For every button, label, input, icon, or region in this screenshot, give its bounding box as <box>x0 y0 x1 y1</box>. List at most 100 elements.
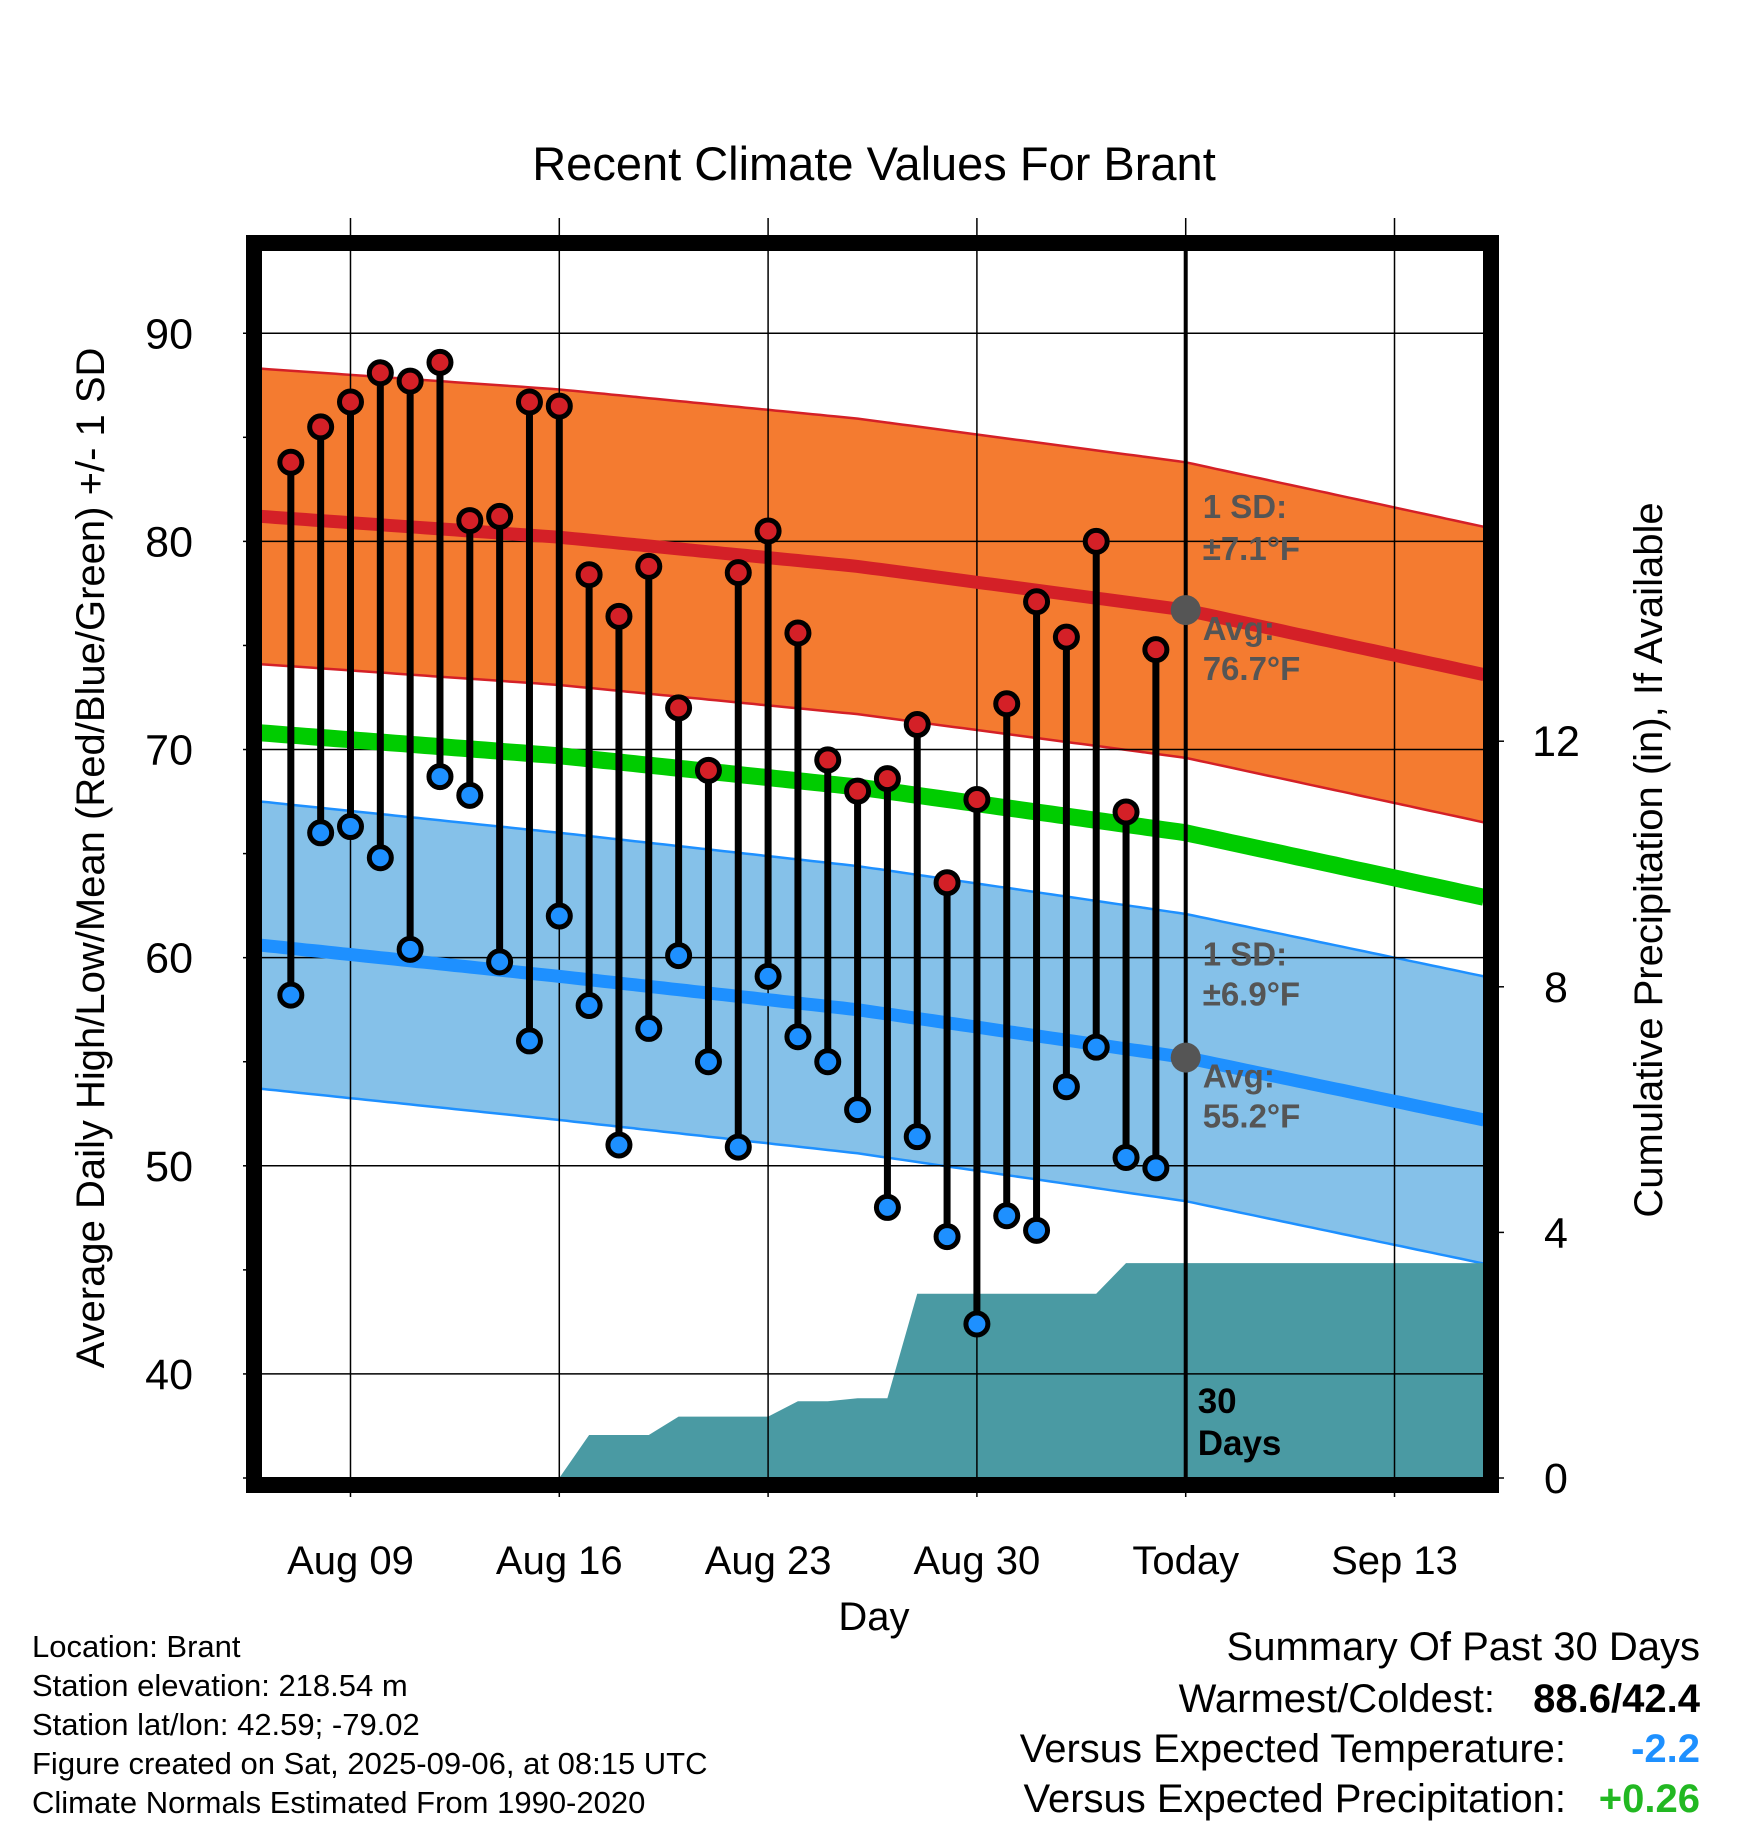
footer-latlon: Station lat/lon: 42.59; -79.02 <box>32 1707 420 1742</box>
low-avg-value: 55.2°F <box>1203 1098 1301 1135</box>
daily-high-point <box>903 711 931 739</box>
high-band-upper-edge <box>260 367 1485 529</box>
daily-high-point <box>486 502 514 530</box>
y2-tick-label: 4 <box>1544 1209 1568 1257</box>
low-average-line <box>260 938 1486 1127</box>
y-tick-label: 40 <box>145 1351 193 1399</box>
daily-low-point <box>456 781 484 809</box>
daily-high-point <box>1082 527 1110 555</box>
daily-low-point <box>486 948 514 976</box>
plot-frame <box>246 235 1499 1493</box>
y-tick-label: 60 <box>145 935 193 983</box>
y-tick-label: 80 <box>145 518 193 566</box>
x-axis-label: Day <box>838 1595 909 1639</box>
daily-low-point <box>515 1027 543 1055</box>
daily-low-point <box>814 1048 842 1076</box>
low-band-lower-edge <box>260 1087 1485 1265</box>
daily-low-point <box>844 1096 872 1124</box>
high-sd-label: 1 SD: <box>1203 488 1287 525</box>
daily-high-point <box>724 559 752 587</box>
footer-location: Location: Brant <box>32 1629 241 1664</box>
high-normal-today-marker <box>1170 595 1201 626</box>
summary-coldest-value: 42.4 <box>1622 1677 1701 1721</box>
daily-high-point <box>366 359 394 387</box>
daily-high-point <box>993 690 1021 718</box>
x-tick-label: Aug 09 <box>287 1539 414 1583</box>
daily-low-point <box>1082 1033 1110 1061</box>
daily-high-point <box>456 507 484 535</box>
daily-high-point <box>694 756 722 784</box>
daily-low-point <box>873 1193 901 1221</box>
summary-title: Summary Of Past 30 Days <box>1227 1625 1700 1669</box>
chart-title: Recent Climate Values For Brant <box>532 137 1216 190</box>
daily-low-point <box>903 1123 931 1151</box>
low-band-upper-edge <box>260 800 1485 978</box>
daily-low-point <box>754 962 782 990</box>
summary-precip-value: +0.26 <box>1599 1777 1700 1821</box>
daily-high-point <box>665 694 693 722</box>
low-normal-today-marker <box>1170 1042 1201 1073</box>
y2-tick-label: 12 <box>1532 718 1580 766</box>
y-tick-label: 90 <box>145 310 193 358</box>
footer-created: Figure created on Sat, 2025-09-06, at 08… <box>32 1746 708 1781</box>
daily-high-point <box>426 348 454 376</box>
footer-elevation: Station elevation: 218.54 m <box>32 1668 408 1703</box>
mean-average-line <box>260 724 1486 906</box>
daily-high-point <box>933 869 961 897</box>
daily-low-point <box>784 1023 812 1051</box>
summary-precip-label: Versus Expected Precipitation: <box>1023 1777 1566 1821</box>
daily-high-point <box>784 619 812 647</box>
x-tick-label: Today <box>1132 1539 1239 1583</box>
high-sd-value: ±7.1°F <box>1203 530 1300 567</box>
daily-high-point <box>545 392 573 420</box>
y2-tick-label: 8 <box>1544 964 1568 1012</box>
station-info: Location: Brant Station elevation: 218.5… <box>32 1629 708 1820</box>
low-avg-label: Avg: <box>1203 1058 1275 1095</box>
daily-low-point <box>1023 1216 1051 1244</box>
y-tick-label: 50 <box>145 1143 193 1191</box>
footer-normals: Climate Normals Estimated From 1990-2020 <box>32 1785 645 1820</box>
x-tick-label: Aug 30 <box>914 1539 1041 1583</box>
daily-high-point <box>844 777 872 805</box>
summary-warmest-coldest-value: 88.6/42.4 <box>1533 1677 1701 1721</box>
daily-low-point <box>605 1131 633 1159</box>
y-tick-label: 70 <box>145 727 193 775</box>
x-tick-label: Aug 23 <box>705 1539 832 1583</box>
daily-high-point <box>963 785 991 813</box>
daily-high-point <box>515 388 543 416</box>
daily-low-point <box>724 1133 752 1161</box>
daily-high-point <box>307 413 335 441</box>
daily-high-point <box>1142 636 1170 664</box>
summary-warmest-label: Warmest/Coldest: <box>1179 1677 1495 1721</box>
daily-low-point <box>575 992 603 1020</box>
daily-low-point <box>336 813 364 841</box>
daily-low-point <box>396 935 424 963</box>
today-window-label-line1: 30 <box>1198 1382 1237 1421</box>
daily-high-point <box>396 367 424 395</box>
daily-low-point <box>1052 1073 1080 1101</box>
daily-high-point <box>754 517 782 545</box>
high-avg-value: 76.7°F <box>1203 650 1301 687</box>
summary-warmest-value: 88.6 <box>1533 1677 1611 1721</box>
daily-high-point <box>1112 798 1140 826</box>
summary-panel: Summary Of Past 30 Days Warmest/Coldest:… <box>1020 1625 1701 1821</box>
daily-high-point <box>575 561 603 589</box>
daily-low-point <box>665 942 693 970</box>
daily-low-point <box>545 902 573 930</box>
y-axis-label: Average Daily High/Low/Mean (Red/Blue/Gr… <box>69 348 113 1369</box>
daily-low-point <box>277 981 305 1009</box>
summary-temp-label: Versus Expected Temperature: <box>1020 1727 1566 1771</box>
daily-low-point <box>1142 1154 1170 1182</box>
x-tick-label: Sep 13 <box>1331 1539 1458 1583</box>
daily-high-point <box>814 746 842 774</box>
high-band-lower-edge <box>260 662 1485 824</box>
daily-high-point <box>1052 623 1080 651</box>
daily-high-point <box>605 602 633 630</box>
daily-low-point <box>933 1223 961 1251</box>
daily-high-point <box>336 388 364 416</box>
daily-high-point <box>277 448 305 476</box>
daily-low-point <box>1112 1143 1140 1171</box>
y2-axis-label: Cumulative Precipitation (in), If Availa… <box>1627 502 1671 1217</box>
